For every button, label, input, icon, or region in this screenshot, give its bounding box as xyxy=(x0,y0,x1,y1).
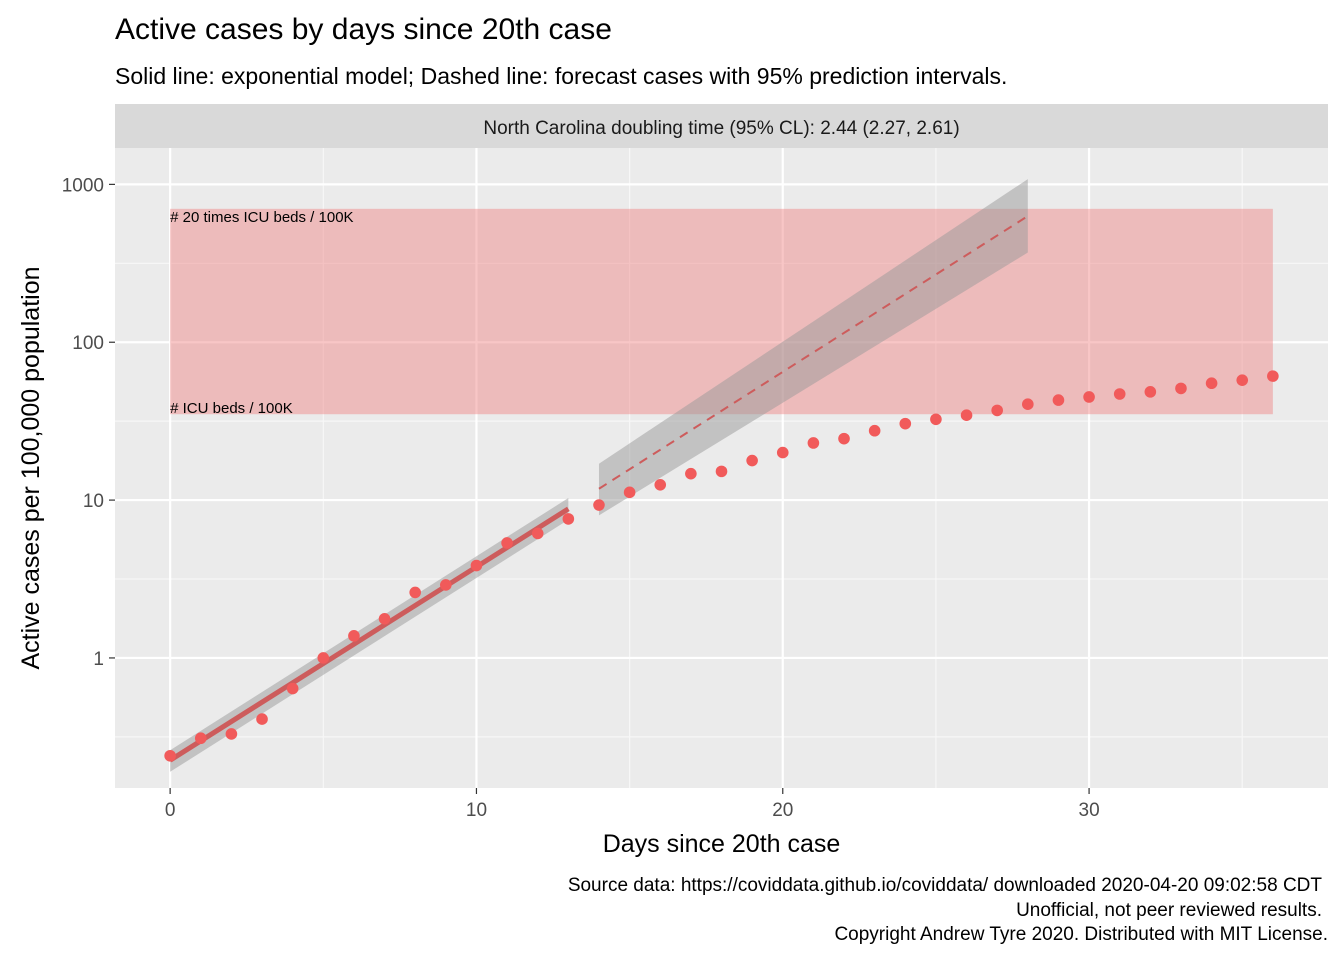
data-point xyxy=(807,437,820,449)
chart-title: Active cases by days since 20th case xyxy=(115,13,612,46)
data-point xyxy=(317,652,330,664)
data-point xyxy=(685,467,697,480)
data-point xyxy=(440,579,452,591)
observed-points xyxy=(164,370,1279,762)
x-tick-label: 30 xyxy=(1079,800,1100,821)
data-point xyxy=(531,527,544,540)
data-point xyxy=(470,559,483,572)
data-point xyxy=(501,537,513,549)
data-point xyxy=(991,404,1003,417)
data-point xyxy=(1052,394,1065,406)
fit-line xyxy=(168,506,570,763)
data-point xyxy=(348,630,360,642)
data-point xyxy=(225,728,238,740)
y-axis-label: Active cases per 100,000 population xyxy=(17,266,45,669)
caption-disclaimer: Unofficial, not peer reviewed results. xyxy=(1016,900,1322,921)
facet-strip xyxy=(115,104,1328,148)
x-tick-label: 0 xyxy=(165,800,176,821)
caption-copyright: Copyright Andrew Tyre 2020. Distributed … xyxy=(834,924,1328,945)
data-point xyxy=(1236,374,1249,386)
data-point xyxy=(868,424,881,437)
data-point xyxy=(623,486,636,499)
data-point xyxy=(838,432,850,445)
data-point xyxy=(1144,386,1157,398)
data-point xyxy=(776,446,789,459)
y-tick-label: 1 xyxy=(93,649,104,670)
forecast-line xyxy=(598,215,1029,490)
x-tick-label: 10 xyxy=(466,800,487,821)
data-point xyxy=(409,586,421,599)
data-point xyxy=(960,409,973,421)
data-point xyxy=(286,682,299,695)
data-point xyxy=(1083,391,1095,403)
forecast-prediction-ribbon xyxy=(598,179,1028,516)
data-point xyxy=(746,454,758,467)
facet-label: North Carolina doubling time (95% CL): 2… xyxy=(483,118,959,139)
icu-20x-label: # 20 times ICU beds / 100K xyxy=(170,209,353,226)
x-tick-label: 20 xyxy=(772,800,793,821)
data-point xyxy=(1205,377,1218,390)
data-point xyxy=(715,465,728,478)
y-tick-label: 1000 xyxy=(62,175,104,196)
data-point xyxy=(654,478,667,491)
y-tick-label: 10 xyxy=(83,491,104,512)
data-point xyxy=(562,513,575,525)
caption-source: Source data: https://coviddata.github.io… xyxy=(568,875,1323,896)
data-point xyxy=(164,749,176,762)
icu-band xyxy=(170,208,1273,415)
data-point xyxy=(1113,388,1126,400)
data-point xyxy=(930,413,942,426)
data-point xyxy=(1175,382,1187,395)
data-point xyxy=(593,499,605,511)
data-point xyxy=(378,612,391,625)
data-point xyxy=(194,732,207,745)
data-point xyxy=(1022,398,1034,410)
data-point xyxy=(1267,370,1279,382)
data-point xyxy=(899,417,912,430)
y-tick-label: 100 xyxy=(72,333,104,354)
icu-band-layer xyxy=(170,208,1273,415)
model-lines xyxy=(168,215,1029,763)
axes: 0 10 20 30 1 10 100 1000 xyxy=(62,175,1100,821)
icu-label: # ICU beds / 100K xyxy=(170,400,293,417)
x-axis-label: Days since 20th case xyxy=(603,830,841,858)
data-point xyxy=(256,713,268,725)
chart-subtitle: Solid line: exponential model; Dashed li… xyxy=(115,63,1007,89)
